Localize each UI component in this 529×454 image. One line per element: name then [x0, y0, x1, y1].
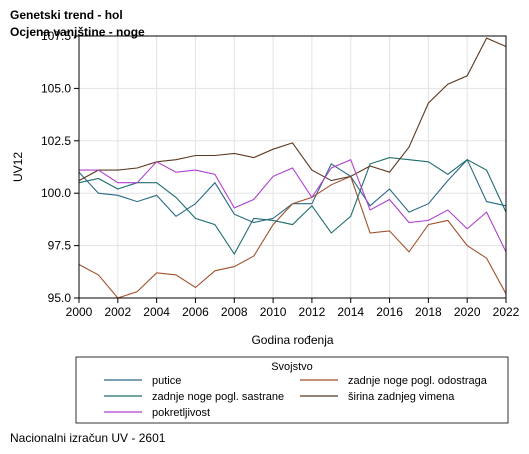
series-line-4	[79, 158, 507, 253]
series-line-1	[78, 175, 507, 299]
x-tick-label: 2008	[221, 305, 248, 319]
series-line-3	[78, 37, 507, 182]
y-tick-label: 105.0	[41, 81, 71, 95]
x-tick-label: 2000	[66, 305, 93, 319]
x-tick-label: 2014	[337, 305, 364, 319]
legend-label-0: putice	[152, 375, 181, 387]
x-tick-label: 2016	[376, 305, 403, 319]
footer-note: Nacionalni izračun UV - 2601	[10, 431, 166, 445]
x-tick-label: 2004	[143, 305, 170, 319]
plot-frame	[78, 35, 507, 299]
x-axis-label: Godina rođenja	[251, 333, 333, 347]
series-line-2	[78, 157, 507, 256]
chart-title: Genetski trend - hol	[10, 8, 123, 22]
x-tick-label: 2002	[104, 305, 131, 319]
x-tick-label: 2022	[493, 305, 520, 319]
legend: Svojstvo putice zadnje noge pogl. odostra…	[75, 356, 509, 424]
legend-title: Svojstvo	[271, 361, 313, 373]
legend-label-2: zadnje noge pogl. sastrane	[152, 391, 284, 403]
y-axis-label: UV12	[11, 152, 25, 182]
y-tick-label: 107.5	[41, 29, 71, 43]
legend-label-3: širina zadnjeg vimena	[348, 391, 455, 403]
legend-label-1: zadnje noge pogl. odostraga	[348, 375, 488, 387]
x-tick-label: 2012	[299, 305, 326, 319]
legend-label-4: pokretljivost	[152, 407, 210, 419]
x-tick-label: 2020	[454, 305, 481, 319]
y-tick-label: 100.0	[41, 186, 71, 200]
x-tick-label: 2006	[182, 305, 209, 319]
y-tick-label: 95.0	[48, 291, 72, 305]
x-tick-label: 2018	[415, 305, 442, 319]
x-tick-label: 2010	[260, 305, 287, 319]
legend-box	[75, 356, 509, 424]
y-tick-label: 97.5	[48, 239, 72, 253]
y-tick-label: 102.5	[41, 134, 71, 148]
